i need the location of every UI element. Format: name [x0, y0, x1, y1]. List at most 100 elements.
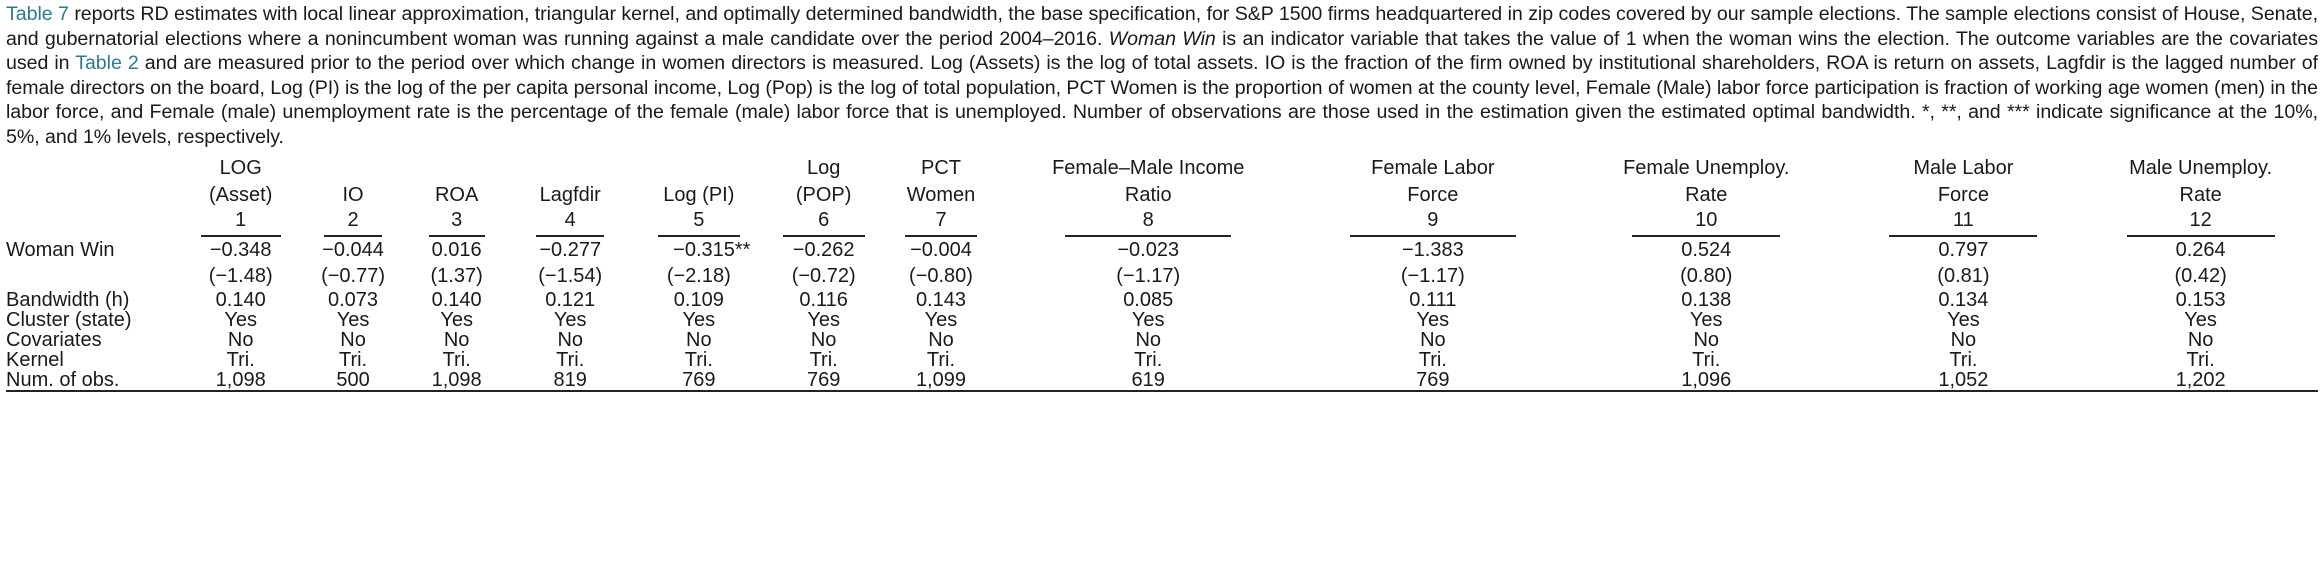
coefficient-value: 0.016: [431, 238, 482, 261]
coefficient-value: −0.023: [1117, 238, 1180, 261]
stat-cell: Tri.: [2186, 348, 2215, 371]
stat-row: Cluster (state) Yes Yes Yes Yes Yes Yes Yes Yes Y…: [6, 310, 2318, 330]
column-header-line2: Rate: [2179, 183, 2222, 206]
table-caption: Table 7 reports RD estimates with local …: [6, 2, 2318, 150]
coefficient-cell: −0.023: [1000, 237, 1297, 263]
stat-cell: 819: [507, 369, 633, 392]
stat-row: Covariates No No No No No No No No No No No No: [6, 330, 2318, 350]
stat-cell: No: [928, 328, 954, 351]
header-blank: [6, 155, 181, 182]
stat-cell: 619: [999, 369, 1297, 392]
stat-cell: 1,098: [405, 369, 508, 392]
header-row-2: (Asset) IO ROA Lagfdir Log (PI) (POP) Women Rat…: [6, 182, 2318, 209]
coefficient-value: −0.044: [322, 238, 384, 261]
coefficient-value: 0.797: [1938, 238, 1989, 261]
column-number: 7: [905, 209, 977, 237]
tstat-cell: (−2.18): [666, 264, 731, 287]
stat-cell: Tri.: [1949, 348, 1978, 371]
column-number: 4: [536, 209, 605, 237]
row-label: Num. of obs.: [6, 369, 181, 392]
stat-cell: Tri.: [556, 348, 585, 371]
tstat-row: (−1.48) (−0.77) (1.37) (−1.54) (−2.18) (−0.72…: [6, 263, 2318, 290]
column-header-line1: [301, 155, 406, 182]
stat-cell: Yes: [1131, 308, 1165, 331]
column-number-cell: 6: [765, 209, 882, 237]
header-blank: [6, 182, 181, 209]
stat-cell: 769: [764, 369, 883, 392]
column-number: 6: [782, 209, 865, 237]
column-number: 8: [1065, 209, 1232, 237]
stat-cell: 0.116: [799, 288, 848, 311]
stat-cell: No: [227, 328, 254, 351]
stat-cell: Tri.: [226, 348, 255, 371]
coefficient-cell: 0.524: [1569, 237, 1844, 263]
column-number-cell: 3: [405, 209, 507, 237]
stat-cell: No: [2187, 328, 2214, 351]
stat-cell: Yes: [553, 308, 587, 331]
coefficient-cell: 0.016: [405, 237, 507, 263]
column-number: 11: [1889, 209, 2038, 237]
stat-cell: Tri.: [809, 348, 838, 371]
stat-cell: Tri.: [338, 348, 368, 371]
stat-cell: 0.134: [1938, 288, 1989, 311]
stat-cell: 0.085: [1123, 288, 1174, 311]
stat-cell: 1,099: [882, 369, 1000, 392]
column-header-line2: ROA: [434, 183, 479, 206]
stat-cell: 500: [300, 369, 406, 392]
column-number-cell: 4: [508, 209, 633, 237]
coefficient-cell: −0.277: [508, 237, 633, 263]
column-header-line1: [508, 155, 633, 182]
stat-cell: Tri.: [684, 348, 713, 371]
stat-cell: 0.073: [328, 288, 379, 311]
stat-cell: Tri.: [1418, 348, 1447, 371]
stat-row: Bandwidth (h) 0.140 0.073 0.140 0.121 0.109 0.…: [6, 290, 2318, 310]
stat-cell: Yes: [682, 308, 716, 331]
coefficient-value: −0.315**: [673, 238, 751, 261]
tstat-cell: (−0.72): [791, 264, 856, 287]
column-header-line2: IO: [342, 183, 364, 206]
column-header-line1: Female–Male Income: [1052, 156, 1245, 179]
column-header-line1: Log: [806, 156, 841, 179]
coefficient-row: Woman Win −0.348 −0.044 0.016 −0.277 −0.315**…: [6, 237, 2318, 263]
coefficient-cell: 0.797: [1844, 237, 2084, 263]
row-label-blank: [6, 263, 181, 290]
stat-cell: No: [1135, 328, 1162, 351]
coefficient-cell: −0.262: [765, 237, 882, 263]
column-number: 5: [657, 209, 740, 237]
column-number-cell: 10: [1569, 209, 1844, 237]
stat-cell: Tri.: [1134, 348, 1163, 371]
stat-cell: Yes: [807, 308, 840, 331]
stat-cell: Yes: [2184, 308, 2217, 331]
header-row-1: LOG Log PCT Female–Male Income Female Labor F…: [6, 155, 2318, 182]
tstat-cell: (0.80): [1680, 264, 1733, 287]
column-header-line1: Male Unemploy.: [2129, 156, 2273, 179]
stat-cell: No: [443, 328, 470, 351]
stat-row: Kernel Tri. Tri. Tri. Tri. Tri. Tri. Tri. Tri. Tr…: [6, 350, 2318, 370]
stat-cell: Yes: [1416, 308, 1450, 331]
stat-cell: 0.143: [915, 288, 967, 311]
column-number-row: 1 2 3 4 5 6 7 8 9 10 11 12: [6, 209, 2318, 237]
column-header-line2: Lagfdir: [539, 183, 601, 206]
column-number-cell: 1: [181, 209, 301, 237]
column-header-line2: Force: [1937, 183, 1989, 206]
table-2-link[interactable]: Table 2: [75, 52, 139, 75]
stat-cell: 1,096: [1568, 369, 1844, 392]
stat-cell: No: [686, 328, 712, 351]
column-number: 3: [428, 209, 485, 237]
tstat-cell: (−0.80): [909, 264, 973, 287]
stat-cell: No: [340, 328, 366, 351]
stat-cell: Tri.: [442, 348, 471, 371]
caption-italic-variable: Woman Win: [1108, 27, 1216, 50]
coefficient-cell: −0.348: [181, 237, 301, 263]
stat-cell: No: [1693, 328, 1720, 351]
row-label: Woman Win: [6, 238, 115, 261]
column-header-line2: Log (PI): [663, 183, 735, 206]
stat-cell: 0.138: [1681, 288, 1732, 311]
rd-estimates-table: LOG Log PCT Female–Male Income Female Labor F…: [6, 155, 2318, 392]
stat-cell: 1,052: [1843, 369, 2084, 392]
coefficient-cell: −0.315**: [633, 237, 765, 263]
table-7-link[interactable]: Table 7: [6, 3, 69, 25]
coefficient-value: 0.524: [1681, 238, 1732, 261]
stat-cell: No: [557, 328, 584, 351]
coefficient-cell: 0.264: [2083, 237, 2318, 263]
